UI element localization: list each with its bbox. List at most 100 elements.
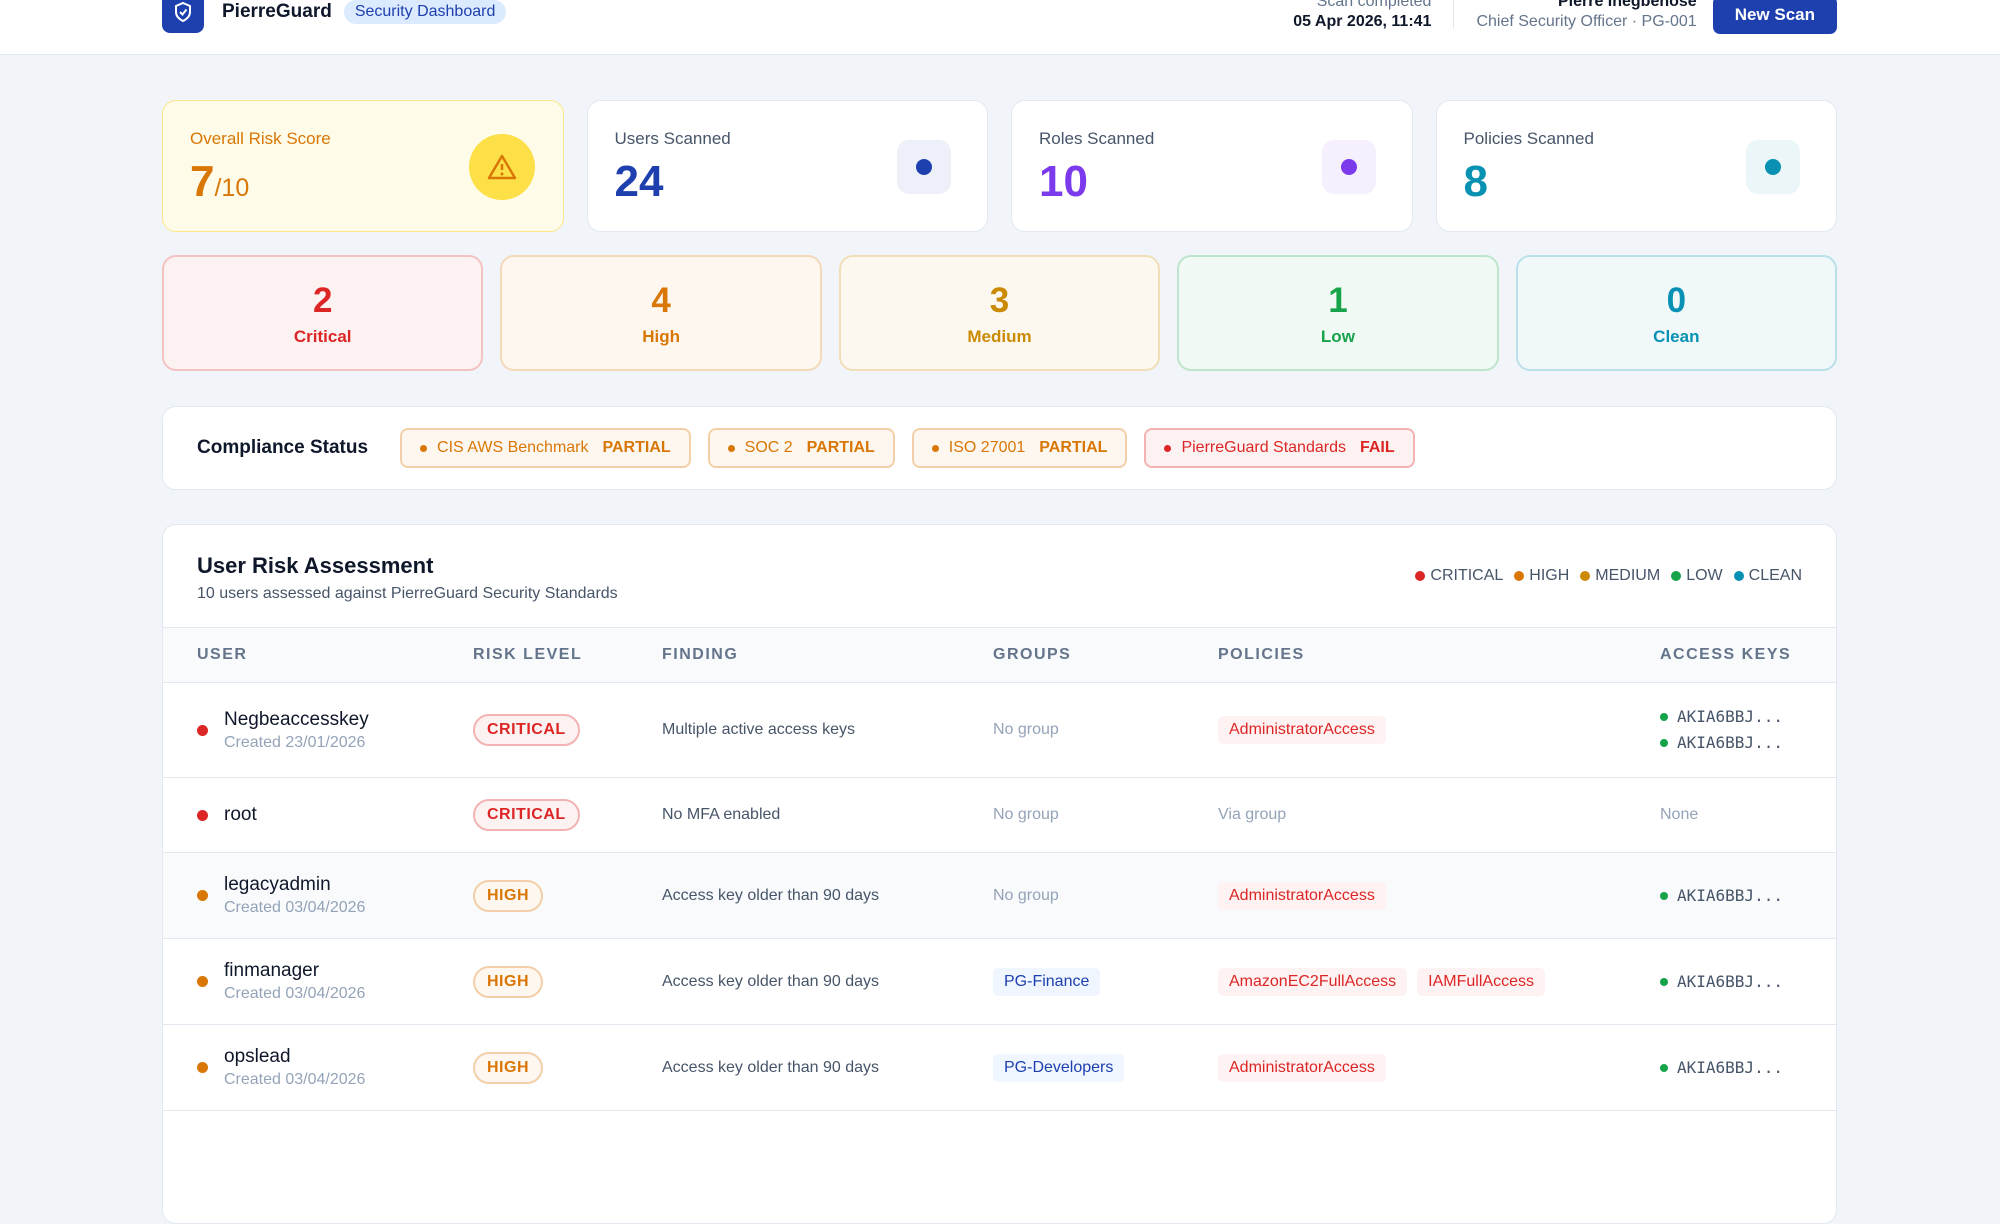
- risk-badge: HIGH: [473, 879, 543, 912]
- legend-item: MEDIUM: [1580, 567, 1660, 585]
- group-none: No group: [993, 886, 1059, 904]
- policies-cell: AmazonEC2FullAccess IAMFullAccess: [1218, 967, 1660, 996]
- policy-tag: IAMFullAccess: [1417, 967, 1545, 996]
- compliance-pill: CIS AWS Benchmark PARTIAL: [400, 428, 691, 468]
- compliance-pill: SOC 2 PARTIAL: [707, 428, 895, 468]
- table-row[interactable]: finmanager Created 03/04/2026 HIGH Access k…: [163, 939, 1836, 1025]
- access-key: AKIA6BBJ...: [1660, 730, 1836, 756]
- user-text: Negbeaccesskey Created 23/01/2026: [224, 709, 369, 752]
- legend-label: CLEAN: [1748, 567, 1802, 584]
- table-row[interactable]: root CRITICAL No MFA enabled No group Via gr…: [163, 778, 1836, 853]
- risk-cell: CRITICAL: [473, 714, 662, 746]
- scan-info: Scan completed 05 Apr 2026, 11:41: [1293, 0, 1431, 32]
- legend-label: MEDIUM: [1595, 567, 1661, 584]
- header: PierreGuard Security Dashboard Scan comp…: [0, 0, 2000, 55]
- stat-value: 7/10: [190, 157, 536, 207]
- table-row[interactable]: Negbeaccesskey Created 23/01/2026 CRITICAL…: [163, 683, 1836, 778]
- table-row[interactable]: opslead Created 03/04/2026 HIGH Access key …: [163, 1025, 1836, 1111]
- stat-dot: [916, 159, 932, 175]
- stat-label: Users Scanned: [614, 129, 731, 148]
- access-key: AKIA6BBJ...: [1660, 969, 1836, 995]
- key-id: AKIA6BBJ...: [1677, 707, 1783, 726]
- group-tag: PG-Developers: [993, 1053, 1125, 1082]
- compliance-status: PARTIAL: [806, 439, 875, 456]
- keys-cell: AKIA6BBJ...: [1660, 1055, 1836, 1081]
- risk-dot: [197, 724, 208, 736]
- finding: Access key older than 90 days: [662, 886, 880, 904]
- policies-cell: AdministratorAccess: [1218, 1053, 1660, 1082]
- created-date: Created 03/04/2026: [224, 1071, 366, 1088]
- risk-dot: [197, 809, 208, 821]
- policy-tag: AdministratorAccess: [1218, 881, 1386, 910]
- legend-dot: [1580, 571, 1591, 581]
- legend-item: CRITICAL: [1415, 567, 1503, 585]
- severity-card: 0 Clean: [1515, 255, 1838, 371]
- stat-number: 7: [190, 157, 215, 206]
- legend-item: HIGH: [1514, 567, 1569, 585]
- finding: Multiple active access keys: [662, 721, 855, 738]
- compliance-name: SOC 2: [744, 439, 793, 456]
- created-date: Created 03/04/2026: [224, 899, 366, 916]
- compliance-pill: PierreGuard Standards FAIL: [1144, 428, 1415, 468]
- legend-item: CLEAN: [1733, 567, 1802, 585]
- legend-label: CRITICAL: [1430, 567, 1504, 584]
- user-name: finmanager: [224, 960, 320, 981]
- group-none: No group: [993, 806, 1059, 823]
- scan-label: Scan completed: [1316, 0, 1432, 10]
- user-text: opslead Created 03/04/2026: [224, 1046, 365, 1089]
- legend-dot: [1514, 571, 1525, 581]
- user-cell: Negbeaccesskey Created 23/01/2026: [197, 709, 473, 752]
- policy-tag: AdministratorAccess: [1218, 716, 1386, 744]
- groups-cell: PG-Developers: [993, 1053, 1218, 1082]
- compliance-status: FAIL: [1359, 439, 1395, 456]
- severity-count: 1: [1328, 281, 1348, 320]
- risk-cell: HIGH: [473, 1051, 662, 1084]
- finding: No MFA enabled: [662, 806, 781, 823]
- risk-badge: HIGH: [473, 965, 543, 998]
- column-header: POLICIES: [1218, 646, 1305, 663]
- user-name: Pierre Inegbenose: [1557, 0, 1697, 10]
- stat-value: 24: [615, 157, 961, 207]
- compliance-pill: ISO 27001 PARTIAL: [911, 428, 1128, 468]
- severity-card: 4 High: [500, 255, 822, 371]
- table-subtitle: 10 users assessed against PierreGuard Se…: [197, 585, 618, 602]
- finding: Access key older than 90 days: [662, 972, 880, 990]
- key-dot: [1660, 1063, 1668, 1072]
- new-scan-button[interactable]: New Scan: [1712, 0, 1837, 34]
- table-card: User Risk Assessment 10 users assessed a…: [162, 524, 1837, 1224]
- policies-cell: Via group: [1218, 806, 1660, 824]
- stat-dot: [1765, 159, 1781, 175]
- table-header: USER RISK LEVEL FINDING GROUPS POLICIES ACCES…: [163, 627, 1836, 683]
- risk-badge: CRITICAL: [473, 799, 580, 831]
- column-header: FINDING: [662, 646, 739, 663]
- created-date: Created 23/01/2026: [224, 733, 366, 751]
- severity-cards: 2 Critical 4 High 3 Medium 1 Low 0 Clean: [162, 255, 1838, 371]
- created-date: Created 03/04/2026: [224, 985, 366, 1002]
- compliance-name: ISO 27001: [948, 439, 1026, 456]
- stat-icon: [468, 134, 535, 200]
- stat-icon: [897, 140, 951, 194]
- groups-cell: No group: [993, 806, 1218, 824]
- group-none: No group: [993, 721, 1059, 738]
- key-dot: [1660, 739, 1668, 747]
- stat-card: Users Scanned 24: [586, 100, 988, 232]
- key-dot: [1660, 891, 1668, 900]
- table-row[interactable]: legacyadmin Created 03/04/2026 HIGH Access …: [163, 853, 1836, 939]
- severity-count: 4: [651, 281, 671, 320]
- table-title: User Risk Assessment: [197, 553, 434, 578]
- user-cell: root: [197, 804, 473, 826]
- brand: PierreGuard: [222, 1, 332, 22]
- severity-card: 3 Medium: [838, 255, 1161, 371]
- user-name: legacyadmin: [224, 874, 331, 895]
- key-id: AKIA6BBJ...: [1677, 733, 1783, 752]
- stat-dot: [1340, 159, 1357, 175]
- legend-dot: [1733, 571, 1744, 581]
- access-key: AKIA6BBJ...: [1660, 704, 1836, 730]
- legend: CRITICAL HIGH MEDIUM LOW CLEAN: [1415, 567, 1802, 585]
- policy-note: Via group: [1218, 806, 1287, 823]
- stat-number: 8: [1463, 157, 1488, 206]
- severity-count: 0: [1666, 281, 1687, 320]
- user-text: finmanager Created 03/04/2026: [224, 960, 365, 1003]
- stat-label: Roles Scanned: [1039, 129, 1155, 148]
